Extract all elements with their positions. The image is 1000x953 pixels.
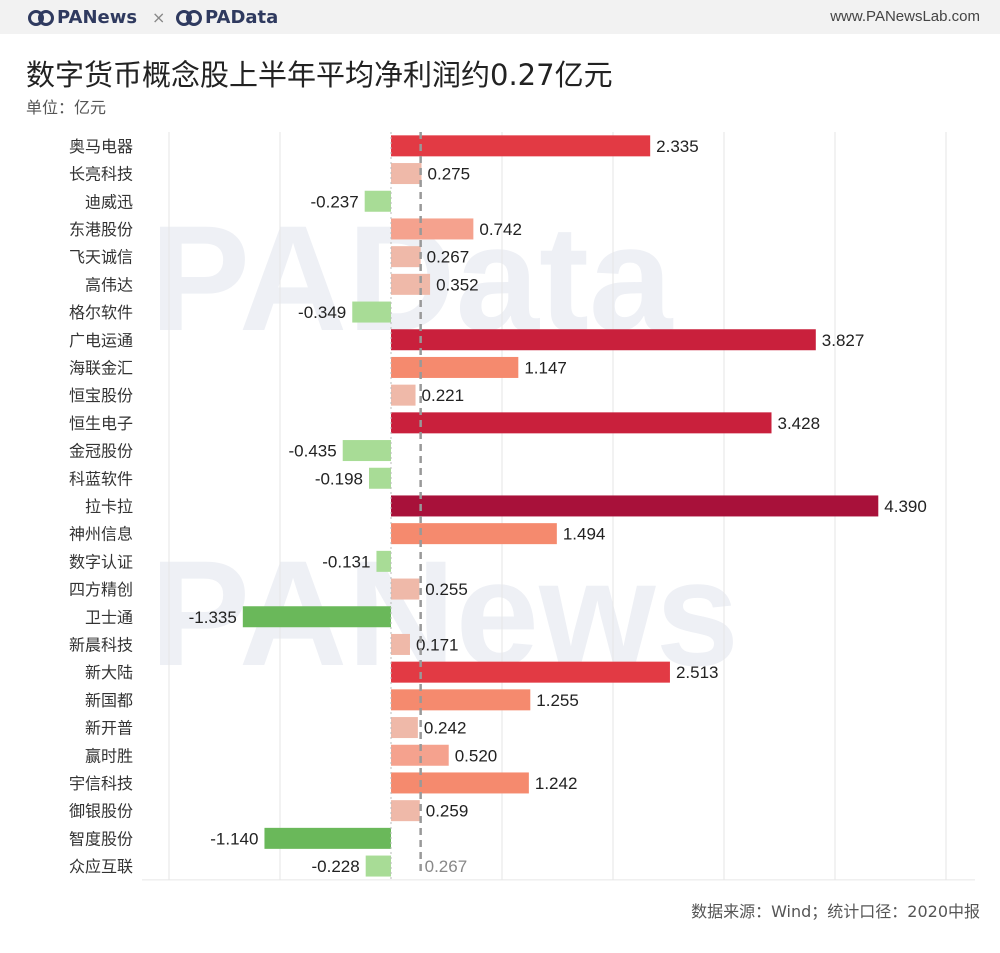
bar (391, 246, 421, 268)
bar (369, 467, 391, 489)
bar-value-label: -0.198 (315, 469, 363, 488)
bar-layer (242, 135, 879, 877)
category-label: 东港股份 (69, 220, 133, 239)
bar (391, 163, 422, 185)
logo-separator: × (152, 8, 166, 27)
bar (391, 717, 418, 739)
bar (391, 633, 410, 655)
bar (391, 384, 416, 406)
unit-label: 单位：亿元 (26, 98, 107, 117)
panews-logo: PANews (28, 7, 137, 28)
bar (264, 827, 391, 849)
category-label: 数字认证 (69, 552, 133, 571)
category-label: 迪威迅 (85, 192, 133, 211)
bar-value-label: 3.827 (822, 331, 865, 350)
bar-value-label: 1.242 (535, 774, 578, 793)
bar-value-label: -0.228 (311, 857, 359, 876)
category-label: 拉卡拉 (85, 497, 133, 516)
category-label: 新开普 (85, 719, 133, 738)
chart-title: 数字货币概念股上半年平均净利润约0.27亿元 (26, 58, 613, 92)
bar-value-label: 0.221 (422, 386, 465, 405)
bar (391, 578, 420, 600)
category-label: 恒生电子 (69, 414, 133, 433)
bar (391, 273, 431, 295)
bar (352, 301, 391, 323)
category-label: 智度股份 (69, 829, 133, 848)
bar (391, 412, 772, 434)
category-label: 四方精创 (69, 580, 133, 599)
bar (364, 190, 391, 212)
bar-value-label: 0.259 (426, 802, 469, 821)
category-label: 广电运通 (69, 331, 133, 350)
padata-logo-icon (176, 10, 202, 26)
bar (391, 329, 816, 351)
bar-value-label: 0.242 (424, 719, 467, 738)
bar-value-label: 0.255 (425, 580, 468, 599)
category-label: 新国都 (85, 691, 133, 710)
bar (391, 135, 651, 157)
bar (242, 606, 391, 628)
bar-value-label: 1.255 (536, 691, 579, 710)
category-label: 长亮科技 (69, 165, 133, 184)
bar-value-label: 0.275 (428, 165, 471, 184)
category-label: 奥马电器 (69, 137, 133, 156)
bar-value-label: 2.513 (676, 663, 719, 682)
bar-value-label: -1.335 (189, 608, 237, 627)
bar (391, 800, 420, 822)
data-source-note: 数据来源：Wind；统计口径：2020中报 (691, 902, 980, 921)
category-label: 神州信息 (69, 525, 133, 544)
bar-value-label: 2.335 (656, 137, 699, 156)
bar (365, 855, 391, 877)
category-layer: 奥马电器长亮科技迪威迅东港股份飞天诚信高伟达格尔软件广电运通海联金汇恒宝股份恒生… (69, 137, 133, 876)
bar (342, 440, 391, 462)
category-label: 格尔软件 (69, 303, 133, 322)
site-url: www.PANewsLab.com (830, 8, 980, 25)
bar-value-label: 4.390 (884, 497, 927, 516)
bar (391, 744, 449, 766)
top-bar: PANews × PAData www.PANewsLab.com (0, 0, 1000, 34)
bar (391, 523, 557, 545)
category-label: 飞天诚信 (69, 248, 133, 267)
bar-value-label: -0.131 (322, 552, 370, 571)
padata-logo: PAData (176, 7, 278, 28)
bar-value-label: -0.349 (298, 303, 346, 322)
bar-value-label: -0.237 (310, 192, 358, 211)
panews-logo-icon (28, 10, 54, 26)
bar (391, 772, 529, 794)
watermark-layer: PAData PANews (150, 194, 739, 697)
category-label: 宇信科技 (69, 774, 133, 793)
bar (391, 218, 474, 240)
bar (391, 495, 879, 517)
bar-value-label: 0.171 (416, 635, 459, 654)
bar (391, 689, 531, 711)
category-label: 新大陆 (85, 663, 133, 682)
bar-value-label: 0.742 (479, 220, 522, 239)
category-label: 新晨科技 (69, 635, 133, 654)
bar-value-label: 0.267 (427, 248, 470, 267)
average-value-label: 0.267 (425, 857, 468, 876)
bar-value-label: 1.147 (524, 358, 567, 377)
category-label: 科蓝软件 (69, 469, 133, 488)
category-label: 恒宝股份 (69, 386, 133, 405)
category-label: 赢时胜 (85, 746, 133, 765)
bar-value-label: 0.352 (436, 275, 479, 294)
bar (391, 356, 519, 378)
category-label: 高伟达 (85, 275, 133, 294)
category-label: 海联金汇 (69, 358, 133, 377)
bar-value-label: 1.494 (563, 525, 606, 544)
category-label: 众应互联 (69, 857, 133, 876)
bar-value-label: -0.435 (289, 442, 337, 461)
bar (391, 661, 670, 683)
category-label: 卫士通 (85, 608, 133, 627)
category-label: 金冠股份 (69, 442, 133, 461)
label-layer: 2.335 0.275 -0.237 0.742 0.267 0.352 -0.349 3.8… (189, 137, 927, 876)
bar (376, 550, 391, 572)
bar-value-label: 3.428 (778, 414, 821, 433)
bar-value-label: -1.140 (210, 829, 258, 848)
bar-value-label: 0.520 (455, 746, 498, 765)
category-label: 御银股份 (69, 802, 133, 821)
